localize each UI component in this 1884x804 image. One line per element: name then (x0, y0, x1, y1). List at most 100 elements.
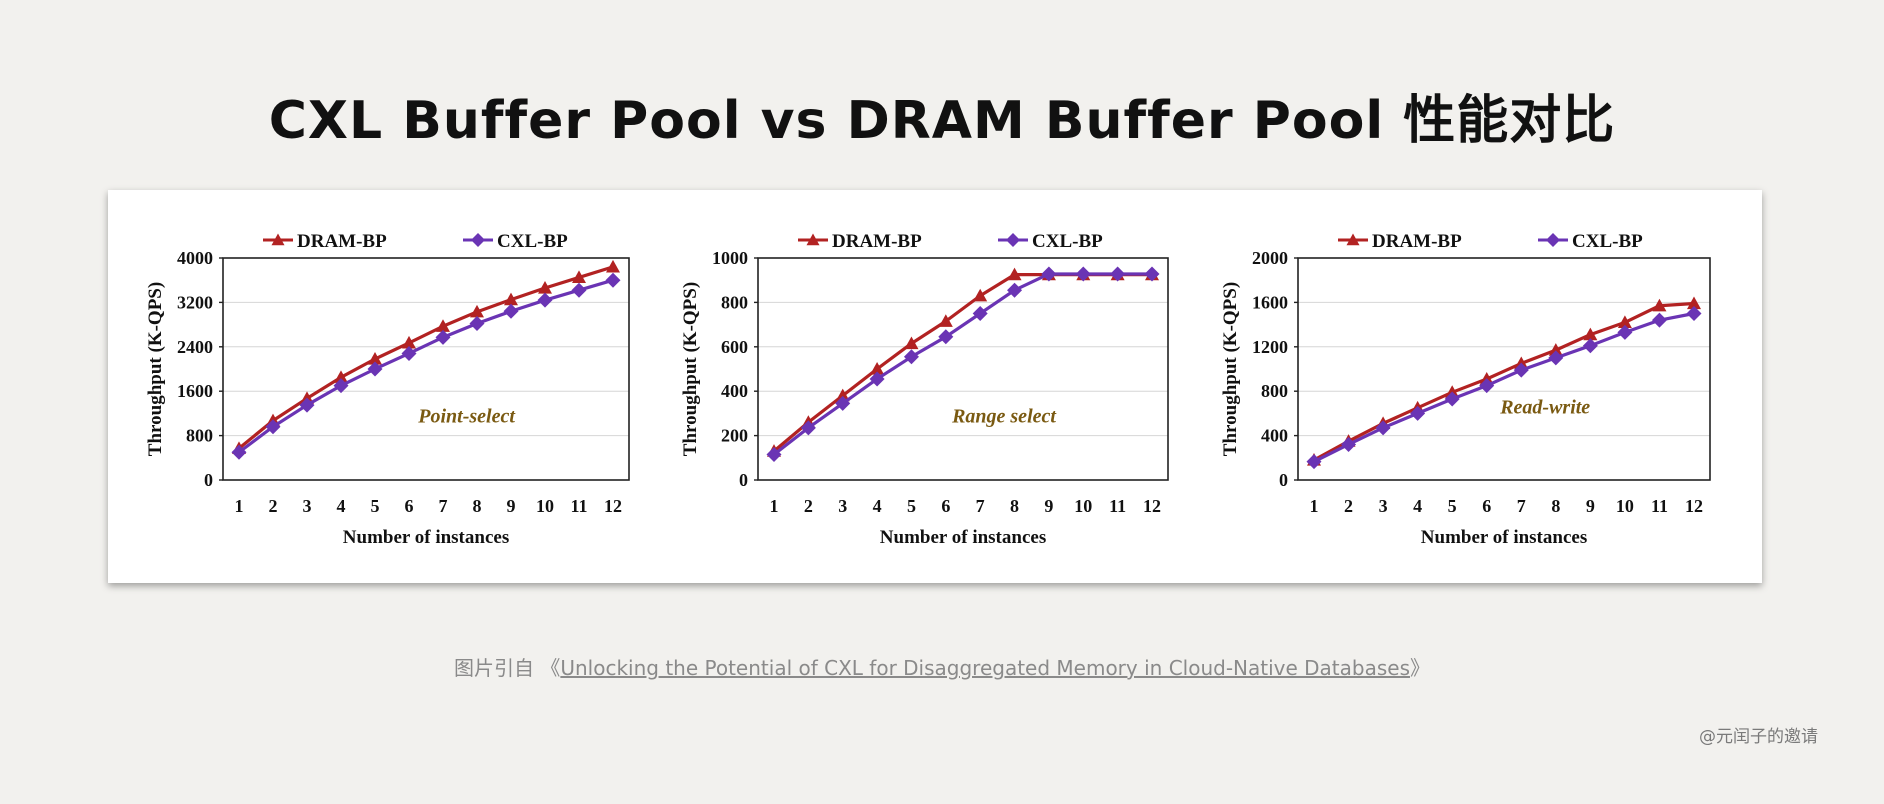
chart3-xtick-label: 11 (1651, 496, 1668, 516)
chart3-ytick-label: 1200 (1252, 337, 1288, 357)
chart3-ytick-label: 0 (1279, 470, 1288, 490)
chart3-point-cxl-bp (1582, 338, 1598, 354)
chart3-point-dram-bp (1548, 343, 1563, 356)
chart1-point-dram-bp (368, 352, 382, 365)
chart2-ytick-label: 800 (721, 292, 748, 312)
chart3-xtick-label: 4 (1413, 496, 1422, 516)
chart3-xtick-label: 8 (1551, 496, 1560, 516)
chart1-xtick-label: 9 (507, 496, 516, 516)
chart1-ytick-label: 2400 (177, 337, 213, 357)
chart2-xlabel: Number of instances (880, 527, 1046, 548)
chart2-point-dram-bp (835, 388, 850, 402)
chart3-xtick-label: 6 (1482, 496, 1491, 516)
chart1-point-dram-bp (538, 280, 552, 294)
chart1-point-cxl-bp (503, 303, 519, 319)
chart3-point-cxl-bp (1375, 420, 1391, 436)
chart3-point-dram-bp (1687, 296, 1701, 310)
caption-prefix: 图片引自 (454, 656, 534, 680)
chart3-ytick-label: 800 (1261, 381, 1288, 401)
chart2-point-cxl-bp (800, 420, 816, 436)
chart1-legend-label-cxl-bp: CXL-BP (497, 231, 568, 252)
chart1-point-cxl-bp (333, 378, 349, 394)
chart3-point-cxl-bp (1410, 405, 1426, 421)
chart2-xtick-label: 7 (976, 496, 985, 516)
chart2-point-cxl-bp (1007, 282, 1023, 298)
chart1-xtick-label: 12 (604, 496, 622, 516)
chart3-xtick-label: 2 (1344, 496, 1353, 516)
chart2-point-cxl-bp (972, 306, 988, 321)
chart3-legend-marker-dram-bp (1346, 233, 1360, 246)
chart1-point-cxl-bp (605, 272, 621, 288)
chart1-xtick-label: 10 (536, 496, 554, 516)
chart1-xtick-label: 4 (337, 496, 346, 516)
chart1-point-cxl-bp (571, 282, 587, 298)
chart2-xtick-label: 5 (907, 496, 916, 516)
chart1-point-dram-bp (504, 292, 518, 306)
chart1-xtick-label: 1 (235, 496, 244, 516)
chart3-xtick-label: 9 (1586, 496, 1595, 516)
chart1-legend-label-dram-bp: DRAM-BP (297, 231, 387, 252)
caption-open-quote: 《 (540, 656, 561, 680)
chart2-xtick-label: 8 (1010, 496, 1019, 516)
caption-close-quote: 》 (1410, 656, 1430, 680)
chart2-xtick-label: 9 (1044, 496, 1053, 516)
chart2-xtick-label: 10 (1074, 496, 1092, 516)
chart3-xtick-label: 12 (1685, 496, 1703, 516)
chart3-point-cxl-bp (1306, 454, 1322, 470)
chart1-point-cxl-bp (469, 315, 485, 331)
chart1-xtick-label: 5 (371, 496, 380, 516)
chart3-xtick-label: 1 (1310, 496, 1319, 516)
chart2-point-dram-bp (870, 362, 885, 375)
chart1-frame (222, 257, 630, 481)
figure-caption: 图片引自 《Unlocking the Potential of CXL for… (0, 652, 1884, 681)
chart1-ylabel: Throughput (K-QPS) (145, 282, 166, 456)
chart2-legend-marker-cxl-bp (1006, 233, 1020, 247)
chart1-xtick-label: 2 (269, 496, 278, 516)
chart1-point-cxl-bp (265, 419, 281, 435)
paper-link[interactable]: Unlocking the Potential of CXL for Disag… (560, 656, 1410, 680)
chart2-point-cxl-bp (766, 446, 782, 462)
chart2-xtick-label: 4 (873, 496, 882, 516)
chart1-ytick-label: 800 (186, 426, 213, 446)
chart2-point-dram-bp (904, 336, 919, 350)
chart3-xtick-label: 10 (1616, 496, 1634, 516)
chart2-point-cxl-bp (1110, 266, 1126, 282)
chart2-xtick-label: 3 (838, 496, 847, 516)
chart3-xtick-label: 7 (1517, 496, 1526, 516)
chart3-legend-marker-cxl-bp (1546, 233, 1560, 247)
chart1-point-cxl-bp (231, 444, 247, 460)
chart3-point-cxl-bp (1444, 391, 1460, 407)
chart3-ytick-label: 400 (1261, 426, 1288, 446)
chart2-xtick-label: 1 (770, 496, 779, 516)
chart1-point-dram-bp (334, 370, 348, 383)
chart3-legend-label-dram-bp: DRAM-BP (1372, 231, 1462, 252)
chart1-xtick-label: 6 (405, 496, 414, 516)
chart1-point-cxl-bp (367, 361, 383, 377)
chart2-xtick-label: 11 (1109, 496, 1126, 516)
chart2-legend-label-cxl-bp: CXL-BP (1032, 231, 1103, 252)
chart2-point-cxl-bp (903, 349, 919, 365)
chart2-point-cxl-bp (869, 371, 885, 387)
chart2-ylabel: Throughput (K-QPS) (680, 282, 701, 456)
chart3-xlabel: Number of instances (1421, 527, 1587, 548)
chart2-point-cxl-bp (835, 395, 851, 411)
chart1-xlabel: Number of instances (343, 527, 509, 548)
chart3-annotation: Read-write (1499, 396, 1590, 418)
chart1-xtick-label: 11 (570, 496, 587, 516)
chart1-point-dram-bp (402, 335, 416, 349)
chart3-line-cxl-bp (1313, 311, 1695, 464)
chart2-ytick-label: 600 (721, 337, 748, 357)
chart3-point-cxl-bp (1651, 312, 1667, 328)
chart3-legend-label-cxl-bp: CXL-BP (1572, 231, 1643, 252)
chart1-ytick-label: 4000 (177, 248, 213, 268)
chart2-ytick-label: 0 (739, 470, 748, 490)
chart2-ytick-label: 1000 (712, 248, 748, 268)
chart3-point-cxl-bp (1686, 306, 1702, 321)
chart2-point-cxl-bp (1041, 266, 1057, 282)
chart2-legend-marker-dram-bp (806, 233, 820, 246)
chart1-xtick-label: 7 (439, 496, 448, 516)
chart2-point-dram-bp (1007, 267, 1022, 281)
chart1-ytick-label: 1600 (177, 381, 213, 401)
watermark: @元闰子的邀请 (1699, 727, 1818, 747)
